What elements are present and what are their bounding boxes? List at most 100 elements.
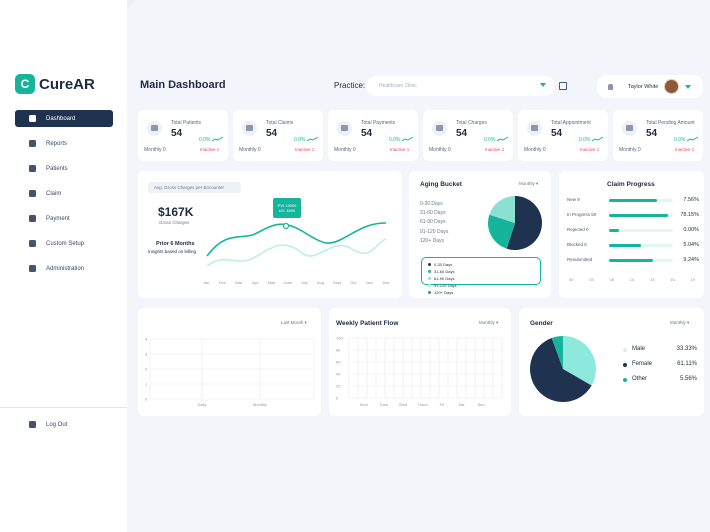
stat-percent: 0.0% xyxy=(484,137,496,143)
practice-label: Practice: xyxy=(334,81,366,90)
sidebar-item-patients[interactable]: Patients xyxy=(15,160,113,177)
legend-label: 31-60 Days xyxy=(434,269,455,274)
x-tick-label: Sat xyxy=(458,402,465,407)
bell-icon[interactable] xyxy=(608,83,613,90)
aging-legend-item: 120+ Days xyxy=(428,290,479,295)
claim-progress-row: In Progress 50 78.15% xyxy=(567,212,699,227)
stat-status: Inactive 1 xyxy=(675,147,695,152)
x-tick-label: Aug xyxy=(316,280,325,285)
user-menu[interactable]: Taylor White xyxy=(597,75,703,98)
x-tick-label: Daily xyxy=(198,402,207,407)
claim-progress-row: New 9 7.56% xyxy=(567,197,699,212)
logout-button[interactable]: Log Out xyxy=(29,421,67,428)
stat-period: Monthly 0 xyxy=(429,147,451,153)
y-tick-label: 2 xyxy=(145,367,148,372)
legend-label: 61-90 Days xyxy=(434,276,455,281)
aging-bucket-item: 61-90 Days xyxy=(420,219,446,226)
stat-label: Total Patients xyxy=(171,120,202,126)
legend-dot-icon xyxy=(428,277,431,280)
stat-card-appointment[interactable]: Total Appointment 54 0.0% Monthly 0 Inac… xyxy=(518,110,608,161)
trend-up-icon xyxy=(402,136,414,142)
stat-card-payments[interactable]: Total Payments 54 0.0% Monthly 0 Inactiv… xyxy=(328,110,418,161)
x-tick-label: July xyxy=(300,280,308,285)
sidebar-nav: Dashboard Reports Patients Claim Payment… xyxy=(15,110,113,285)
sidebar-item-dashboard[interactable]: Dashboard xyxy=(15,110,113,127)
stat-card-patients[interactable]: Total Patients 54 0.0% Monthly 0 Inactiv… xyxy=(138,110,228,161)
gender-legend-item: Male 33.33% xyxy=(623,346,697,361)
x-tick-label: Apr xyxy=(251,280,259,285)
aging-bucket-list: 0-30 Days 31-60 Days 61-90 Days 91-120 Days… xyxy=(420,201,448,247)
legend-dot-icon xyxy=(623,348,627,352)
gross-pill-label: Avg. Gross Charges per Encounter xyxy=(154,185,224,190)
stat-status: Inactive 1 xyxy=(390,147,410,152)
x-tick-label: 10 xyxy=(629,277,635,282)
practice-select[interactable]: Healthcare Clinic xyxy=(367,76,554,96)
claims-icon xyxy=(242,121,257,136)
sidebar-item-administration[interactable]: Administration xyxy=(15,260,113,277)
claim-row-track xyxy=(609,244,673,247)
stat-percent: 0.0% xyxy=(199,137,211,143)
sidebar-item-claim[interactable]: Claim xyxy=(15,185,113,202)
legend-label: 120+ Days xyxy=(434,290,454,295)
claim-progress-row: Rejected 0 0.00% xyxy=(567,227,699,242)
aging-legend-item: 0-30 Days xyxy=(428,262,479,267)
stat-period: Monthly 0 xyxy=(239,147,261,153)
stat-card-pending[interactable]: Total Pending Amount 54 0.0% Monthly 0 I… xyxy=(613,110,703,161)
x-tick-label: Wed xyxy=(399,402,407,407)
x-tick-label: Sept xyxy=(332,280,342,285)
claim-row-value: 7.56% xyxy=(683,197,699,203)
gender-legend-item: Other 5.56% xyxy=(623,376,697,391)
sidebar-item-label: Payment xyxy=(46,215,70,222)
gender-title: Gender xyxy=(530,320,553,327)
y-tick-label: 4 xyxy=(145,337,148,342)
stat-status: Inactive 1 xyxy=(200,147,220,152)
stat-value: 54 xyxy=(361,128,373,139)
aging-slice xyxy=(488,214,515,249)
aging-legend-item: 91-120 Days xyxy=(428,283,479,288)
stat-card-claims[interactable]: Total Claims 54 0.0% Monthly 0 Inactive … xyxy=(233,110,323,161)
gender-legend: Male 33.33% Female 61.11% Other 5.56% xyxy=(623,346,697,391)
sidebar-item-custom-setup[interactable]: Custom Setup xyxy=(15,235,113,252)
claim-row-value: 78.15% xyxy=(680,212,699,218)
gross-charges-card: Avg. Gross Charges per Encounter $167K G… xyxy=(138,171,402,298)
claim-progress-title: Claim Progress xyxy=(607,181,655,188)
x-tick-label: May xyxy=(267,280,276,285)
gross-pill: Avg. Gross Charges per Encounter xyxy=(148,182,241,193)
stat-period: Monthly 0 xyxy=(334,147,356,153)
claim-progress-axis: 00 03 06 10 13 16 19 xyxy=(569,277,695,282)
x-tick-label: Oct xyxy=(350,280,357,285)
admin-icon xyxy=(29,265,36,272)
sidebar-item-label: Custom Setup xyxy=(46,240,85,247)
weekly-title: Weekly Patient Flow xyxy=(336,320,399,327)
aging-title: Aging Bucket xyxy=(420,181,462,188)
sidebar-item-label: Patients xyxy=(46,165,68,172)
sidebar-item-payment[interactable]: Payment xyxy=(15,210,113,227)
stat-value: 54 xyxy=(456,128,468,139)
aging-period-dropdown[interactable]: Monthly ▾ xyxy=(519,181,539,186)
y-tick-label: 0 xyxy=(336,396,339,401)
x-tick-label: Thurs xyxy=(417,402,427,407)
x-tick-label: Nov xyxy=(366,280,374,285)
logo[interactable]: C CureAR xyxy=(15,74,95,94)
gender-legend-value: 61.11% xyxy=(677,361,697,367)
claim-row-value: 9.24% xyxy=(683,257,699,263)
gender-legend-label: Female xyxy=(632,361,653,367)
chart-tooltip: PVI 13000 UV: 4000 xyxy=(273,198,301,218)
weekly-period-dropdown[interactable]: Monthly ▾ xyxy=(479,320,499,325)
gender-period-dropdown[interactable]: Monthly ▾ xyxy=(670,320,690,325)
stat-card-charges[interactable]: Total Charges 54 0.0% Monthly 0 Inactive… xyxy=(423,110,513,161)
gender-legend-item: Female 61.11% xyxy=(623,361,697,376)
y-tick-label: 3 xyxy=(145,352,148,357)
sidebar-item-reports[interactable]: Reports xyxy=(15,135,113,152)
legend-label: 0-30 Days xyxy=(434,262,453,267)
stat-status: Inactive 1 xyxy=(485,147,505,152)
calendar-icon[interactable] xyxy=(559,82,567,90)
claim-row-value: 5.04% xyxy=(683,242,699,248)
chart1-period-dropdown[interactable]: Last Month ▾ xyxy=(281,320,307,325)
y-tick-label: 20 xyxy=(336,384,341,389)
claim-row-track xyxy=(609,259,673,262)
line-series-1 xyxy=(206,222,387,257)
gross-amount-sub: Gross Charges xyxy=(159,220,190,225)
claim-row-label: New 9 xyxy=(567,197,580,202)
